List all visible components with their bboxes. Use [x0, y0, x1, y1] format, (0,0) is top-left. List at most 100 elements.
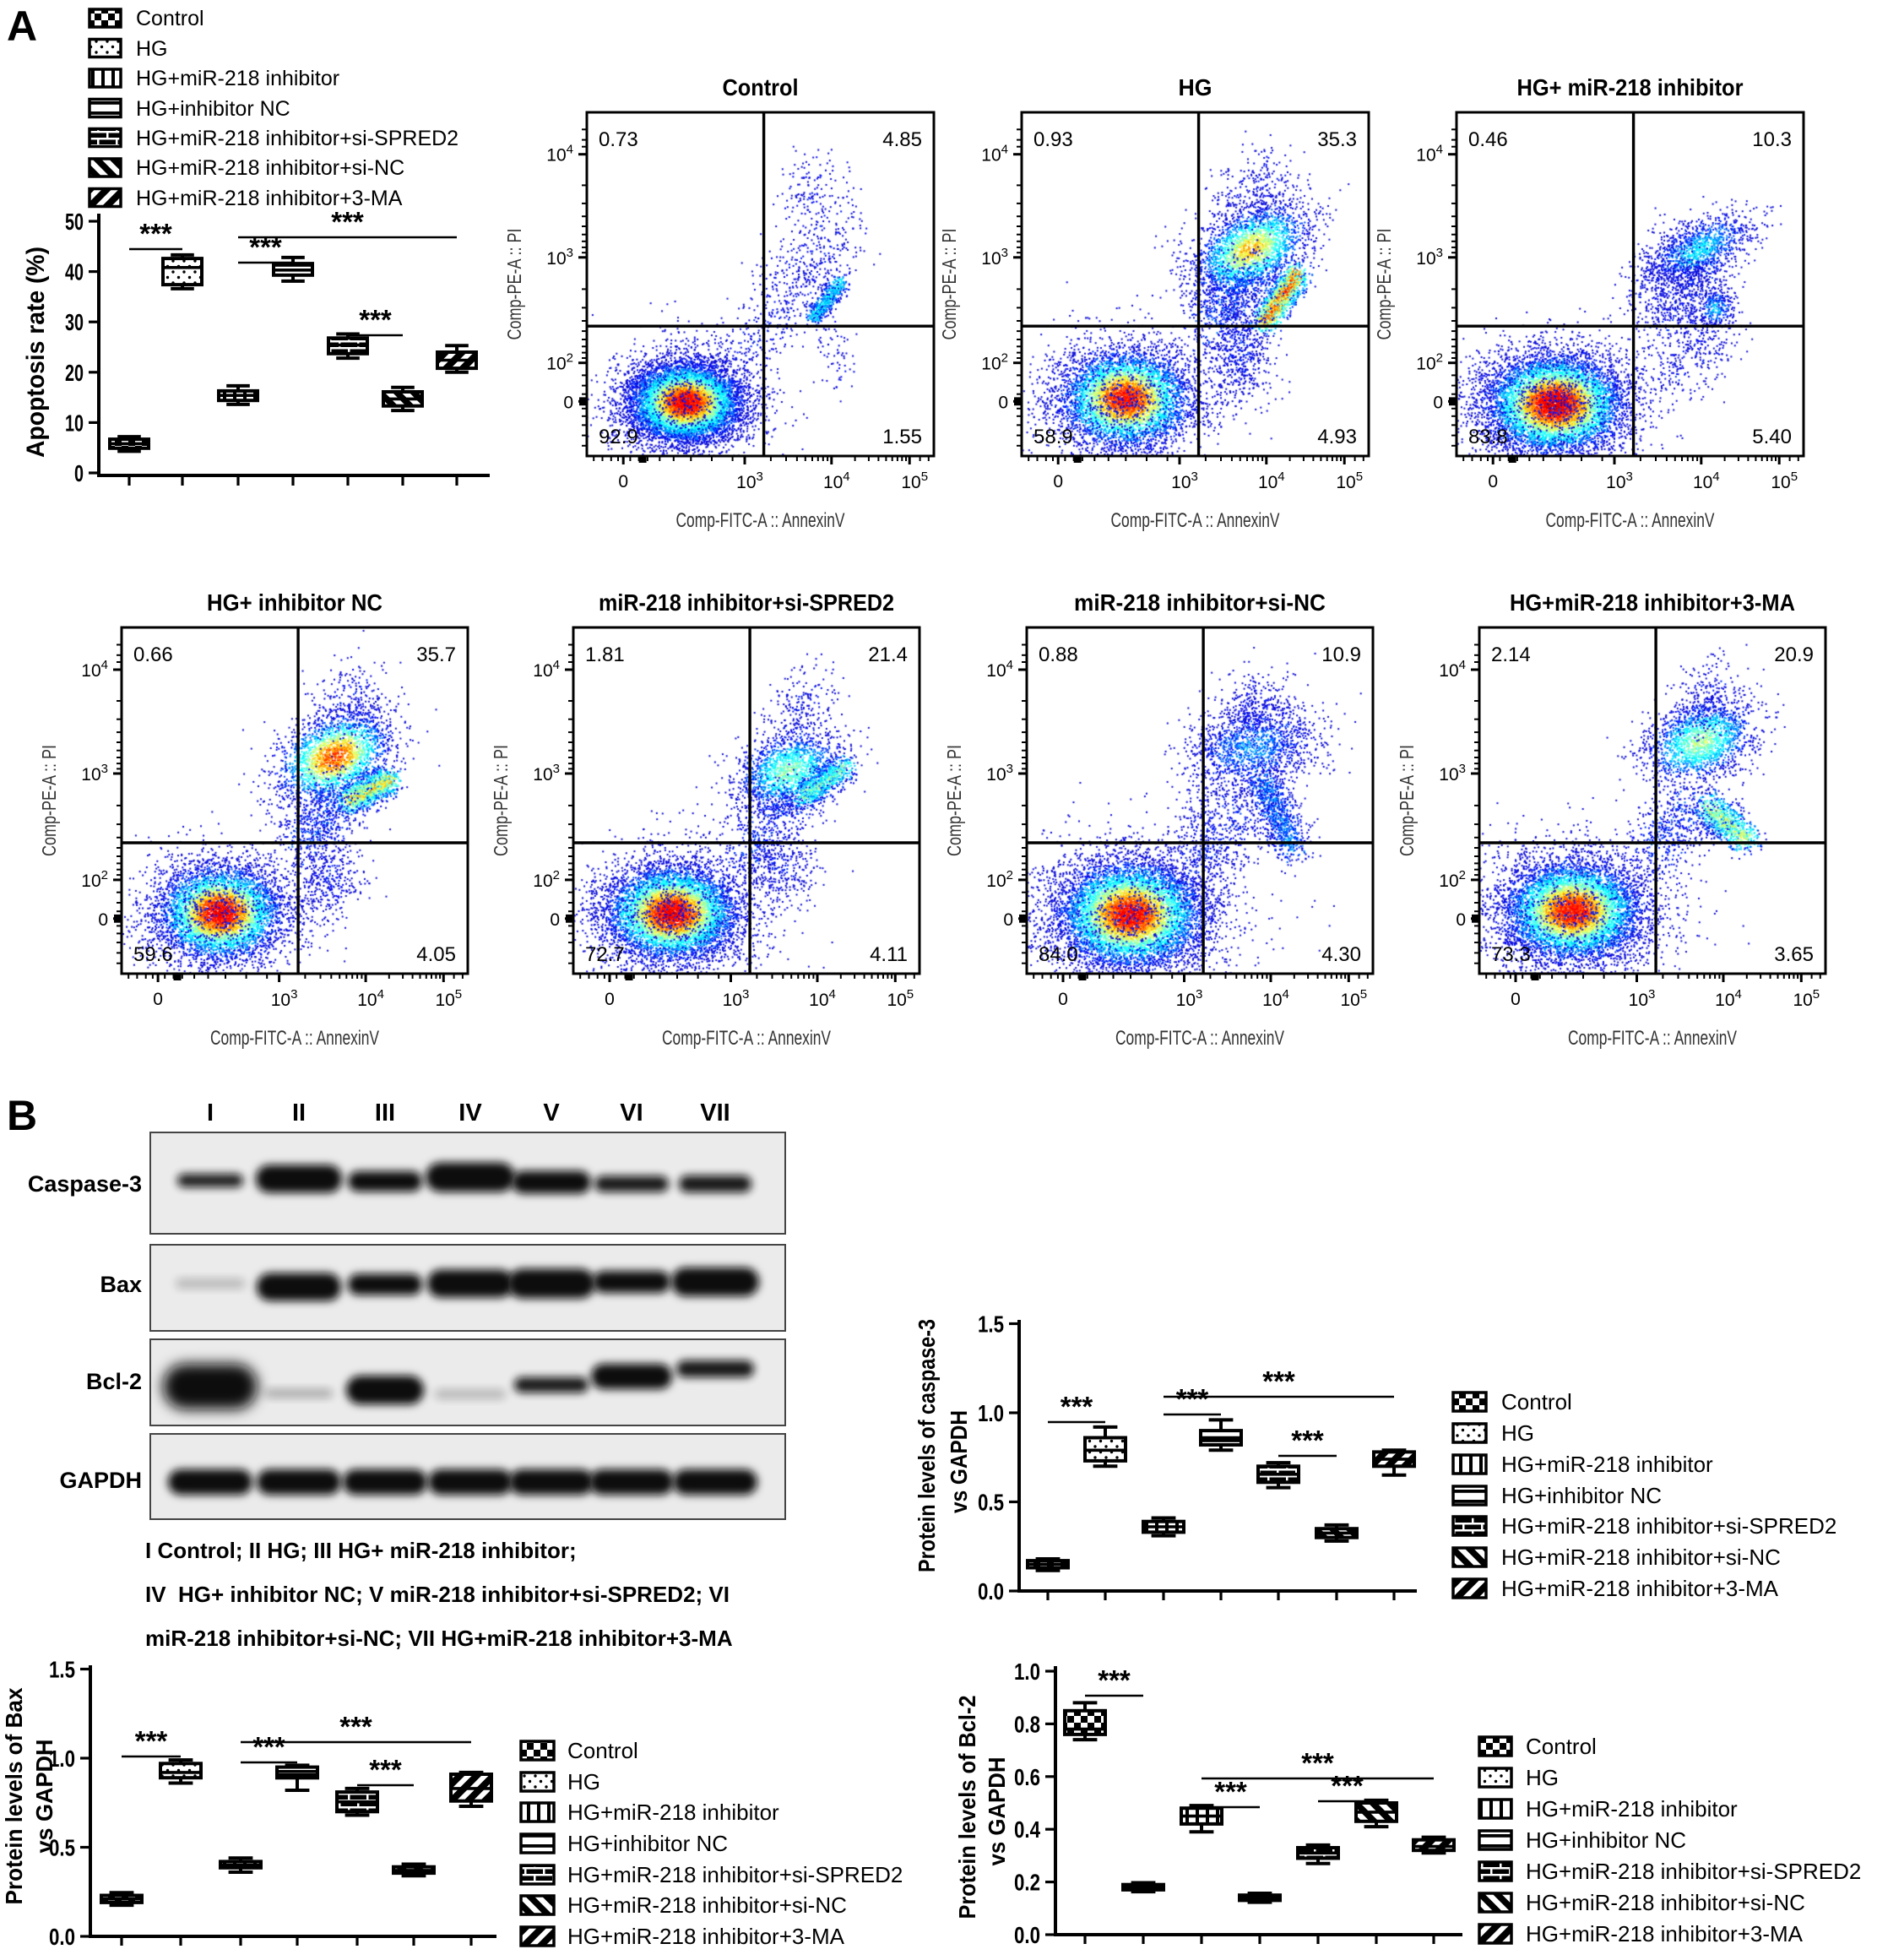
svg-text:104: 104 [986, 658, 1013, 681]
svg-text:II: II [292, 1099, 306, 1127]
svg-text:miR-218 inhibitor+si-SPRED2: miR-218 inhibitor+si-SPRED2 [599, 589, 894, 616]
svg-text:HG+miR-218 inhibitor+si-SPRED2: HG+miR-218 inhibitor+si-SPRED2 [136, 127, 458, 150]
svg-text:0.0: 0.0 [1014, 1922, 1040, 1948]
svg-text:103: 103 [533, 762, 560, 785]
svg-text:104: 104 [1262, 987, 1289, 1010]
svg-text:105: 105 [1793, 987, 1820, 1010]
svg-text:HG+miR-218 inhibitor+si-SPRED2: HG+miR-218 inhibitor+si-SPRED2 [567, 1862, 903, 1887]
svg-text:A: A [7, 3, 37, 50]
svg-text:B: B [7, 1092, 37, 1139]
svg-text:HG+miR-218 inhibitor+3-MA: HG+miR-218 inhibitor+3-MA [1526, 1921, 1804, 1946]
svg-text:***: *** [1262, 1365, 1295, 1397]
svg-text:30: 30 [65, 309, 84, 335]
svg-text:Comp-PE-A :: PI: Comp-PE-A :: PI [1396, 745, 1418, 856]
svg-text:Comp-PE-A :: PI: Comp-PE-A :: PI [1373, 229, 1395, 340]
svg-text:Control: Control [723, 74, 799, 100]
svg-text:Protein levels of caspase-3: Protein levels of caspase-3 [914, 1319, 940, 1572]
svg-text:Comp-PE-A :: PI: Comp-PE-A :: PI [490, 745, 512, 856]
svg-text:***: *** [1301, 1747, 1334, 1778]
svg-text:0: 0 [618, 472, 628, 491]
svg-text:0.5: 0.5 [49, 1835, 75, 1861]
svg-text:0: 0 [998, 393, 1008, 412]
svg-text:102: 102 [986, 868, 1013, 891]
svg-text:Control: Control [567, 1738, 638, 1763]
svg-text:HG+miR-218 inhibitor+si-NC: HG+miR-218 inhibitor+si-NC [567, 1892, 847, 1918]
svg-text:0.0: 0.0 [49, 1924, 75, 1950]
svg-text:Comp-FITC-A :: AnnexinV: Comp-FITC-A :: AnnexinV [210, 1027, 379, 1050]
svg-text:40: 40 [65, 259, 84, 285]
svg-text:0: 0 [153, 990, 163, 1009]
svg-text:0.5: 0.5 [978, 1490, 1004, 1516]
svg-text:104: 104 [546, 143, 573, 166]
svg-text:0.0: 0.0 [978, 1578, 1004, 1604]
svg-text:105: 105 [901, 470, 928, 492]
svg-text:vs GAPDH: vs GAPDH [984, 1757, 1010, 1866]
svg-text:Caspase-3: Caspase-3 [28, 1171, 142, 1197]
svg-text:HG: HG [567, 1769, 600, 1794]
svg-text:104: 104 [1258, 470, 1285, 492]
svg-text:0: 0 [1003, 910, 1013, 930]
svg-text:IV: IV [458, 1099, 482, 1127]
svg-text:Control: Control [1501, 1389, 1572, 1414]
svg-text:Comp-FITC-A :: AnnexinV: Comp-FITC-A :: AnnexinV [1568, 1027, 1737, 1050]
svg-text:103: 103 [981, 246, 1008, 269]
svg-text:vs GAPDH: vs GAPDH [946, 1410, 972, 1513]
svg-text:HG: HG [1501, 1420, 1534, 1446]
svg-text:GAPDH: GAPDH [59, 1468, 142, 1493]
svg-text:I Control; II HG; III HG+ miR-: I Control; II HG; III HG+ miR-218 inhibi… [145, 1538, 577, 1563]
svg-text:III: III [375, 1099, 395, 1127]
svg-text:miR-218 inhibitor+si-NC; VII H: miR-218 inhibitor+si-NC; VII HG+miR-218 … [145, 1626, 733, 1651]
svg-text:0: 0 [550, 910, 560, 930]
svg-text:104: 104 [357, 987, 384, 1010]
svg-text:HG+miR-218 inhibitor: HG+miR-218 inhibitor [567, 1800, 779, 1825]
svg-text:103: 103 [1171, 470, 1198, 492]
svg-text:0: 0 [1433, 393, 1443, 412]
svg-text:Comp-FITC-A :: AnnexinV: Comp-FITC-A :: AnnexinV [1115, 1027, 1284, 1050]
svg-text:Comp-PE-A :: PI: Comp-PE-A :: PI [943, 745, 965, 856]
svg-text:Control: Control [136, 7, 204, 30]
svg-text:104: 104 [1416, 143, 1443, 166]
svg-text:1.0: 1.0 [49, 1746, 75, 1772]
svg-text:102: 102 [546, 351, 573, 374]
svg-text:***: *** [1331, 1770, 1364, 1801]
svg-text:HG+miR-218 inhibitor+si-SPRED2: HG+miR-218 inhibitor+si-SPRED2 [1501, 1513, 1836, 1539]
svg-text:103: 103 [986, 762, 1013, 785]
svg-text:1.5: 1.5 [49, 1657, 75, 1683]
svg-text:103: 103 [1416, 246, 1443, 269]
svg-text:104: 104 [533, 658, 560, 681]
svg-text:HG+ inhibitor NC: HG+ inhibitor NC [207, 589, 382, 616]
svg-text:V: V [543, 1099, 560, 1127]
svg-text:105: 105 [1336, 470, 1363, 492]
svg-text:0.4: 0.4 [1014, 1816, 1040, 1843]
svg-text:HG+miR-218 inhibitor+3-MA: HG+miR-218 inhibitor+3-MA [1501, 1576, 1779, 1601]
svg-text:***: *** [252, 1731, 285, 1762]
svg-text:HG+miR-218 inhibitor+si-SPRED2: HG+miR-218 inhibitor+si-SPRED2 [1526, 1859, 1861, 1884]
svg-text:104: 104 [1715, 987, 1742, 1010]
svg-text:103: 103 [81, 762, 108, 785]
svg-text:HG+miR-218 inhibitor+3-MA: HG+miR-218 inhibitor+3-MA [136, 187, 403, 210]
svg-text:HG+miR-218 inhibitor+3-MA: HG+miR-218 inhibitor+3-MA [1510, 589, 1795, 616]
svg-text:104: 104 [1439, 658, 1466, 681]
svg-text:miR-218 inhibitor+si-NC: miR-218 inhibitor+si-NC [1074, 589, 1326, 616]
svg-text:103: 103 [1176, 987, 1203, 1010]
svg-text:Comp-PE-A :: PI: Comp-PE-A :: PI [38, 745, 60, 856]
svg-text:103: 103 [723, 987, 750, 1010]
svg-text:Comp-PE-A :: PI: Comp-PE-A :: PI [503, 229, 525, 340]
svg-text:0: 0 [74, 460, 84, 486]
svg-text:I: I [207, 1099, 214, 1127]
svg-text:105: 105 [1340, 987, 1367, 1010]
svg-text:0: 0 [563, 393, 573, 412]
svg-text:102: 102 [533, 868, 560, 891]
svg-text:1.5: 1.5 [978, 1311, 1004, 1338]
svg-text:HG+miR-218 inhibitor: HG+miR-218 inhibitor [136, 67, 339, 90]
svg-text:104: 104 [823, 470, 850, 492]
svg-text:0: 0 [1456, 910, 1466, 930]
svg-text:HG+miR-218 inhibitor: HG+miR-218 inhibitor [1501, 1452, 1713, 1477]
svg-text:Comp-FITC-A :: AnnexinV: Comp-FITC-A :: AnnexinV [662, 1027, 831, 1050]
svg-text:***: *** [359, 304, 392, 335]
svg-text:***: *** [249, 231, 282, 263]
svg-text:1.0: 1.0 [1014, 1659, 1040, 1685]
svg-text:***: *** [1176, 1383, 1209, 1414]
svg-text:HG+miR-218 inhibitor+si-NC: HG+miR-218 inhibitor+si-NC [136, 156, 404, 180]
svg-text:***: *** [339, 1711, 372, 1742]
